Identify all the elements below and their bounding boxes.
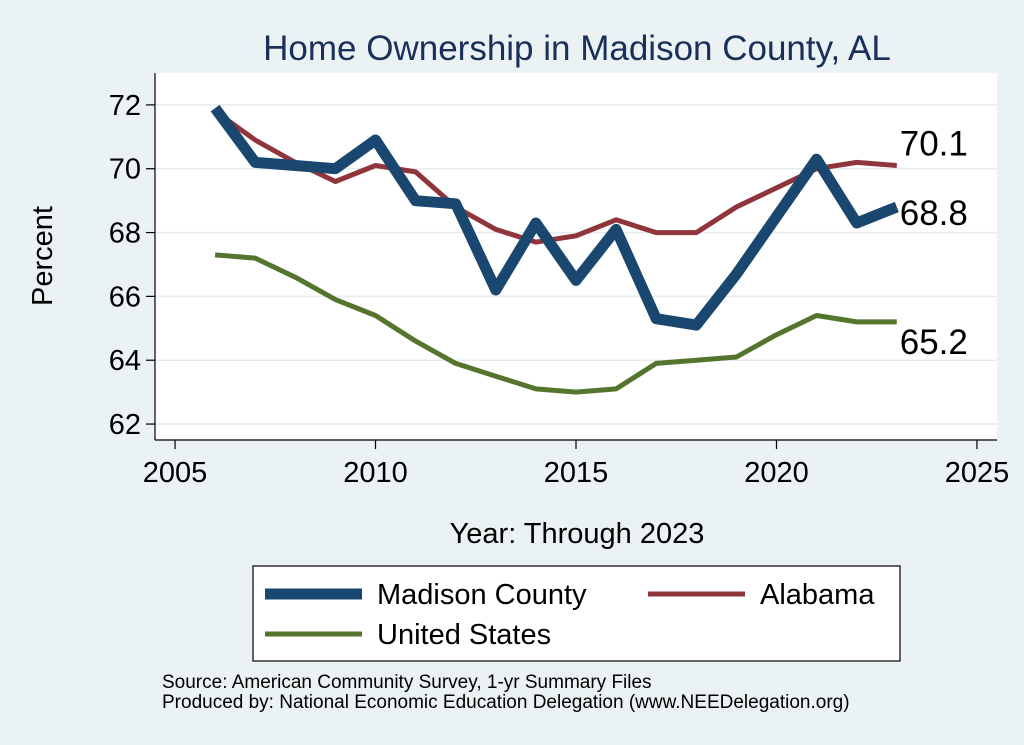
end-labels: 68.8 70.1 65.2: [900, 125, 968, 362]
series-lines: [210, 104, 899, 395]
x-tick-label: 2005: [143, 457, 208, 489]
x-tick-label: 2010: [343, 457, 408, 489]
legend-label-united-states: United States: [377, 619, 551, 651]
axes: 62 64 66 68 70 72 2005 2010 2015 2020 2025: [109, 73, 1009, 489]
y-tick-label: 64: [109, 345, 141, 377]
y-tick-label: 72: [109, 90, 141, 122]
source-note: Source: American Community Survey, 1-yr …: [162, 672, 652, 693]
chart-title: Home Ownership in Madison County, AL: [263, 29, 891, 68]
produced-note: Produced by: National Economic Education…: [162, 692, 850, 713]
legend: Madison County Alabama United States: [252, 565, 901, 662]
x-axis-label: Year: Through 2023: [450, 518, 705, 550]
y-tick-label: 62: [109, 409, 141, 441]
y-axis-label: Percent: [27, 206, 59, 306]
x-tick-label: 2020: [744, 457, 809, 489]
legend-box: [252, 565, 901, 662]
y-tick-label: 66: [109, 281, 141, 313]
y-tick-label: 70: [109, 154, 141, 186]
end-label-alabama: 70.1: [900, 125, 968, 164]
legend-label-alabama: Alabama: [760, 579, 875, 611]
end-label-madison-county: 68.8: [900, 194, 968, 233]
plot-area: [155, 73, 997, 440]
series-line-united-states: [214, 252, 897, 395]
legend-label-madison-county: Madison County: [377, 579, 587, 611]
series-line-madison-county: [210, 104, 899, 331]
end-label-united-states: 65.2: [900, 323, 968, 362]
x-tick-label: 2015: [544, 457, 609, 489]
y-tick-label: 68: [109, 218, 141, 250]
series-line-alabama: [213, 109, 897, 245]
x-tick-label: 2025: [945, 457, 1010, 489]
